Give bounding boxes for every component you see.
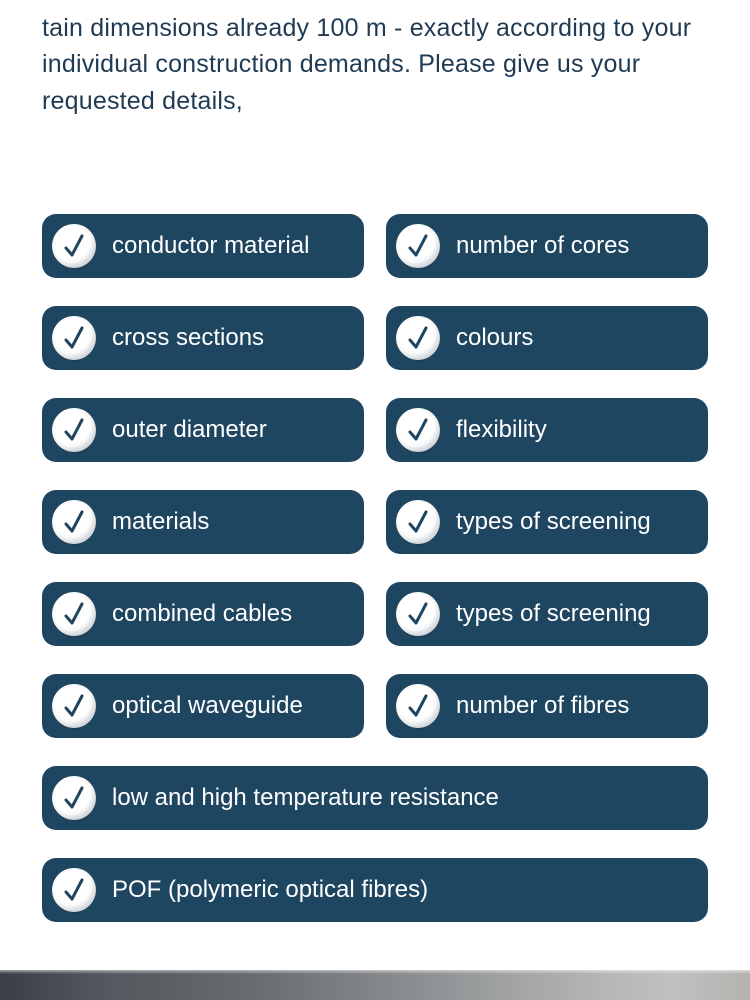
- check-icon: [52, 868, 96, 912]
- pill-label: materials: [112, 508, 209, 536]
- feature-grid: conductor material number of cores cross…: [0, 119, 750, 922]
- feature-row: outer diameter flexibility: [42, 398, 708, 462]
- pill-cross-sections: cross sections: [42, 306, 364, 370]
- pill-label: number of cores: [456, 232, 629, 260]
- pill-label: types of screening: [456, 600, 651, 628]
- check-icon: [52, 592, 96, 636]
- pill-combined-cables: combined cables: [42, 582, 364, 646]
- pill-label: flexibility: [456, 416, 547, 444]
- pill-label: number of fibres: [456, 692, 629, 720]
- check-icon: [396, 224, 440, 268]
- intro-text: tain dimensions already 100 m - exactly …: [0, 0, 750, 119]
- pill-label: colours: [456, 324, 533, 352]
- feature-row: optical waveguide number of fibres: [42, 674, 708, 738]
- check-icon: [52, 776, 96, 820]
- pill-label: outer diameter: [112, 416, 267, 444]
- feature-row: low and high temperature resistance: [42, 766, 708, 830]
- feature-row: materials types of screening: [42, 490, 708, 554]
- pill-flexibility: flexibility: [386, 398, 708, 462]
- pill-optical-waveguide: optical waveguide: [42, 674, 364, 738]
- feature-row: conductor material number of cores: [42, 214, 708, 278]
- feature-row: cross sections colours: [42, 306, 708, 370]
- page-root: tain dimensions already 100 m - exactly …: [0, 0, 750, 1000]
- check-icon: [52, 684, 96, 728]
- pill-label: types of screening: [456, 508, 651, 536]
- check-icon: [52, 224, 96, 268]
- check-icon: [396, 592, 440, 636]
- check-icon: [52, 500, 96, 544]
- pill-pof: POF (polymeric optical fibres): [42, 858, 708, 922]
- pill-materials: materials: [42, 490, 364, 554]
- check-icon: [396, 500, 440, 544]
- feature-row: POF (polymeric optical fibres): [42, 858, 708, 922]
- pill-types-of-screening: types of screening: [386, 582, 708, 646]
- pill-label: cross sections: [112, 324, 264, 352]
- pill-label: conductor material: [112, 232, 309, 260]
- pill-types-of-screening: types of screening: [386, 490, 708, 554]
- check-icon: [396, 684, 440, 728]
- pill-label: low and high temperature resistance: [112, 784, 499, 812]
- pill-outer-diameter: outer diameter: [42, 398, 364, 462]
- pill-label: optical waveguide: [112, 692, 303, 720]
- pill-number-of-cores: number of cores: [386, 214, 708, 278]
- check-icon: [396, 408, 440, 452]
- pill-number-of-fibres: number of fibres: [386, 674, 708, 738]
- check-icon: [396, 316, 440, 360]
- pill-label: POF (polymeric optical fibres): [112, 876, 428, 904]
- pill-low-high-temp: low and high temperature resistance: [42, 766, 708, 830]
- bottom-photo-band: [0, 970, 750, 1000]
- pill-colours: colours: [386, 306, 708, 370]
- feature-row: combined cables types of screening: [42, 582, 708, 646]
- check-icon: [52, 408, 96, 452]
- check-icon: [52, 316, 96, 360]
- pill-conductor-material: conductor material: [42, 214, 364, 278]
- pill-label: combined cables: [112, 600, 292, 628]
